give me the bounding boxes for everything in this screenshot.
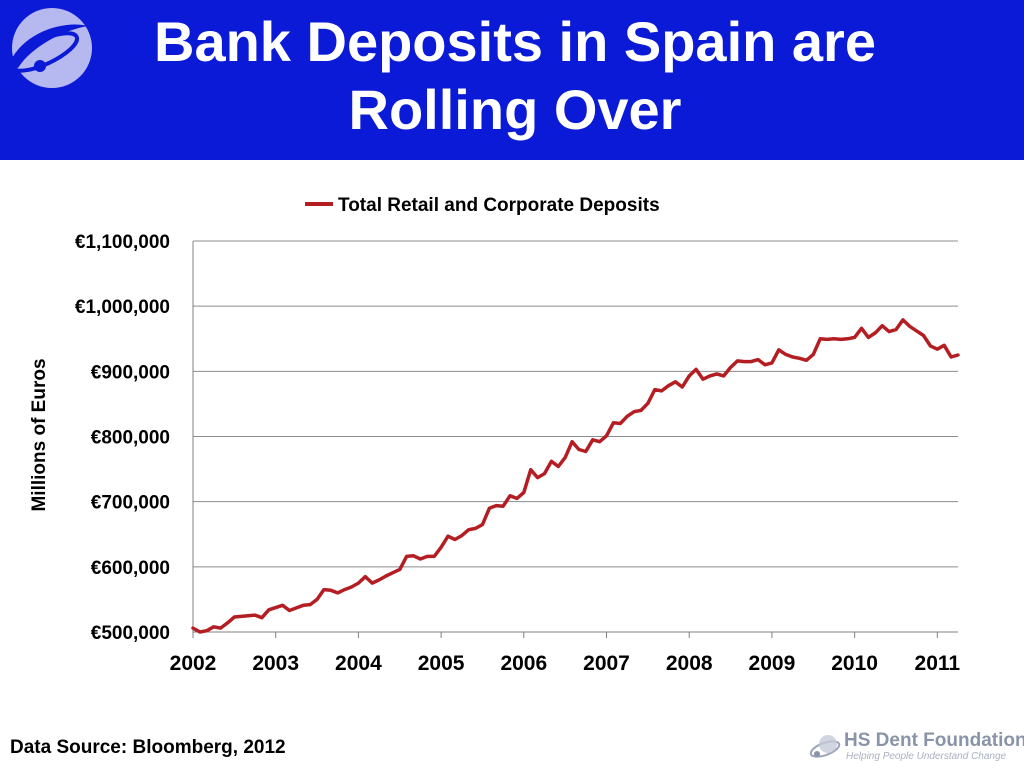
gridlines (193, 240, 958, 568)
x-tick-label: 2006 (500, 652, 547, 675)
title-line-2: Rolling Over (348, 78, 682, 141)
x-tick-label: 2002 (170, 652, 217, 675)
x-tick-label: 2008 (666, 652, 713, 675)
y-tick-label: €900,000 (91, 362, 170, 383)
x-tick-label: 2003 (252, 652, 299, 675)
x-tick-label: 2005 (418, 652, 465, 675)
y-axis-label: Millions of Euros (29, 358, 50, 511)
x-tick-label: 2009 (749, 652, 796, 675)
x-tick-labels: 2002 2003 2004 2005 2006 2007 2008 2009 2010 2011 (170, 652, 961, 675)
legend: Total Retail and Corporate Deposits (305, 195, 660, 216)
y-tick-label: €700,000 (91, 493, 170, 514)
series-layer (191, 318, 960, 634)
y-tick-labels: €500,000 €600,000 €700,000 €800,000 €900,000… (75, 232, 170, 644)
y-tick-label: €600,000 (91, 558, 170, 579)
orbit-logo-icon (8, 8, 92, 88)
footer-tagline: Helping People Understand Change (846, 751, 1007, 762)
y-tick-label: €500,000 (91, 623, 170, 644)
footer-logo: HS Dent Foundation Helping People Unders… (808, 728, 1024, 764)
data-source-note: Data Source: Bloomberg, 2012 (10, 737, 286, 758)
y-tick-label: €1,000,000 (75, 297, 170, 318)
x-tick-label: 2010 (831, 652, 878, 675)
x-tick-label: 2011 (915, 652, 961, 675)
y-tick-label: €1,100,000 (75, 232, 170, 253)
orbit-logo-icon (809, 735, 841, 758)
y-tick-label: €800,000 (91, 428, 170, 449)
x-tick-label: 2007 (583, 652, 630, 675)
axes (192, 241, 958, 638)
footer-brand-name: HS Dent Foundation (844, 730, 1024, 751)
page-title: Bank Deposits in Spain are Rolling Over (95, 8, 935, 144)
legend-label: Total Retail and Corporate Deposits (338, 195, 660, 216)
title-line-1: Bank Deposits in Spain are (154, 10, 876, 73)
title-banner: Bank Deposits in Spain are Rolling Over (0, 0, 1024, 160)
deposits-line-chart: €500,000 €600,000 €700,000 €800,000 €900,000… (29, 195, 961, 675)
series-line (191, 318, 960, 634)
x-tick-label: 2004 (335, 652, 382, 675)
